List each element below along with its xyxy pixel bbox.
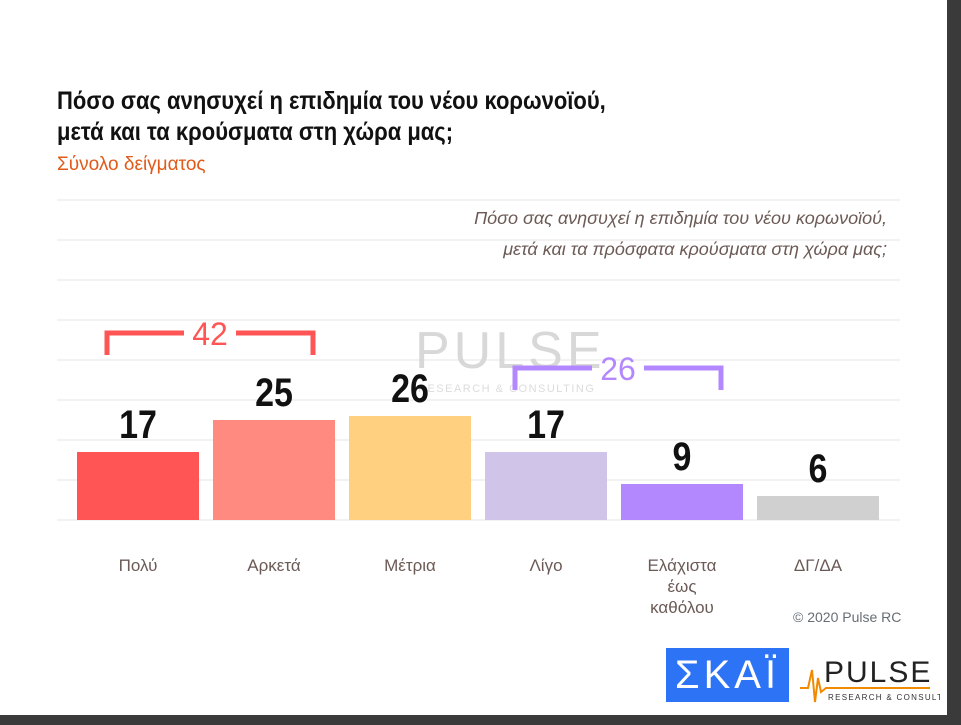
data-label: 26: [391, 365, 429, 410]
svg-text:RESEARCH & CONSULTING: RESEARCH & CONSULTING: [828, 693, 940, 702]
bar-chart: PULSE RESEARCH & CONSULTING 17 Πολύ 25 Αρκετά…: [57, 199, 900, 617]
data-label: 17: [527, 401, 565, 446]
bar: [485, 452, 607, 520]
bar: [77, 452, 199, 520]
bracket: [104, 330, 316, 355]
x-tick-label: καθόλου: [650, 598, 714, 617]
bar: [213, 420, 335, 520]
subtitle: Σύνολο δείγματος: [57, 154, 206, 175]
skai-logo: ΣΚΑΪ: [666, 648, 789, 702]
title-line: μετά και τα κρούσματα στη χώρα μας;: [57, 118, 454, 146]
bar: [621, 484, 743, 520]
watermark-subtext: RESEARCH & CONSULTING: [418, 383, 595, 395]
data-label: 25: [255, 369, 293, 414]
bar: [349, 416, 471, 520]
x-tick-label: Μέτρια: [384, 556, 436, 575]
watermark-logo: PULSE: [415, 322, 606, 380]
question-text: Πόσο σας ανησυχεί η επιδημία του νέου κο…: [474, 208, 887, 259]
x-tick-label: Ελάχιστα: [648, 556, 717, 575]
title-line: Πόσο σας ανησυχεί η επιδημία του νέου κο…: [57, 87, 606, 115]
bracket-label: 42: [192, 316, 228, 352]
data-label: 17: [119, 401, 157, 446]
x-tick-label: Λίγο: [529, 556, 562, 575]
x-tick-label: Πολύ: [119, 556, 158, 575]
pulse-logo: PULSE RESEARCH & CONSULTING: [800, 656, 940, 703]
data-label: 9: [673, 433, 692, 478]
bracket-label: 26: [600, 351, 636, 387]
copyright: © 2020 Pulse RC: [793, 609, 902, 625]
data-label: 6: [809, 445, 828, 490]
x-tick-label: έως: [667, 577, 696, 596]
svg-text:PULSE: PULSE: [824, 656, 932, 689]
bar: [757, 496, 879, 520]
x-tick-label: ΔΓ/ΔΑ: [794, 556, 843, 575]
chart-card: Πόσο σας ανησυχεί η επιδημία του νέου κο…: [0, 0, 947, 715]
x-tick-label: Αρκετά: [247, 556, 301, 575]
chart-title: Πόσο σας ανησυχεί η επιδημία του νέου κο…: [57, 86, 606, 148]
bracket: [512, 365, 724, 390]
